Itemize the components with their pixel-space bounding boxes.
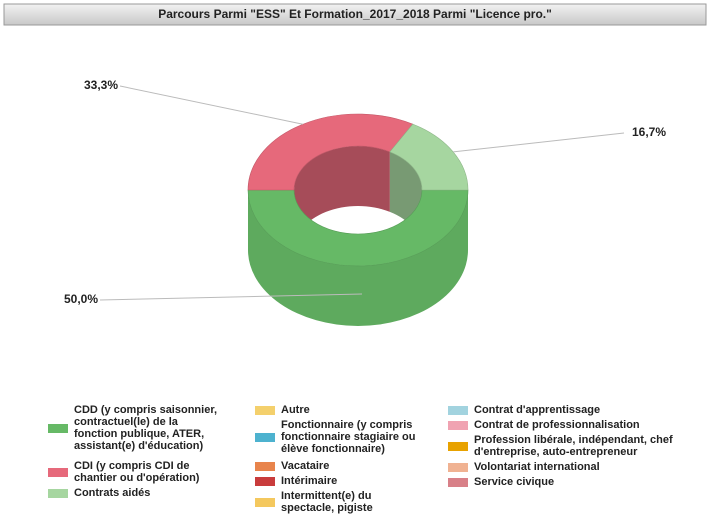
- legend-swatch: [255, 432, 275, 442]
- value-label: 16,7%: [632, 125, 666, 139]
- legend-item: CDD (y compris saisonnier, contractuel(l…: [48, 404, 218, 452]
- legend-item: Fonctionnaire (y compris fonctionnaire s…: [255, 419, 425, 455]
- leader-line: [453, 132, 625, 153]
- legend-label: Profession libérale, indépendant, chef d…: [474, 434, 673, 458]
- legend-item: CDI (y compris CDI de chantier ou d'opér…: [48, 460, 218, 484]
- legend-swatch: [448, 441, 468, 451]
- slice-outer-wall: [248, 190, 468, 326]
- legend-item: Intérimaire: [255, 475, 425, 487]
- legend-item: Contrat d'apprentissage: [448, 404, 688, 416]
- legend-label: Service civique: [474, 476, 555, 488]
- legend-item: Profession libérale, indépendant, chef d…: [448, 434, 688, 458]
- legend-label: CDD (y compris saisonnier, contractuel(l…: [74, 404, 218, 452]
- leader-line: [119, 85, 304, 125]
- legend-label: Contrat de professionnalisation: [474, 419, 640, 431]
- value-label: 50,0%: [64, 292, 98, 306]
- legend-swatch: [255, 476, 275, 486]
- legend-label: Vacataire: [281, 460, 330, 472]
- legend-item: Intermittent(e) du spectacle, pigiste: [255, 490, 425, 514]
- legend-label: Contrats aidés: [74, 487, 151, 499]
- slice: [389, 123, 469, 191]
- legend-item: Vacataire: [255, 460, 425, 472]
- chart-title: Parcours Parmi "ESS" Et Formation_2017_2…: [158, 7, 552, 21]
- title-bar: [3, 3, 707, 26]
- slice-inner-wall: [294, 146, 390, 234]
- legend-item: Contrat de professionnalisation: [448, 419, 688, 431]
- value-label: 33,3%: [84, 78, 118, 92]
- legend-label: Intermittent(e) du spectacle, pigiste: [281, 490, 373, 514]
- legend-item: Service civique: [448, 476, 688, 488]
- legend-label: Fonctionnaire (y compris fonctionnaire s…: [281, 419, 416, 455]
- legend-swatch: [48, 423, 68, 433]
- legend-swatch: [448, 462, 468, 472]
- legend-swatch: [255, 461, 275, 471]
- slice: [247, 189, 469, 267]
- legend-label: Contrat d'apprentissage: [474, 404, 601, 416]
- legend-label: CDI (y compris CDI de chantier ou d'opér…: [74, 460, 200, 484]
- legend-swatch: [448, 405, 468, 415]
- leader-line: [99, 293, 363, 301]
- legend-swatch: [255, 405, 275, 415]
- legend-swatch: [448, 420, 468, 430]
- legend-label: Volontariat international: [474, 461, 600, 473]
- legend-swatch: [448, 477, 468, 487]
- legend-label: Intérimaire: [281, 475, 338, 487]
- legend-item: Contrats aidés: [48, 487, 218, 499]
- legend-item: Autre: [255, 404, 425, 416]
- slice: [247, 113, 414, 191]
- legend-item: Volontariat international: [448, 461, 688, 473]
- legend-swatch: [48, 467, 68, 477]
- legend-swatch: [255, 497, 275, 507]
- legend-swatch: [48, 488, 68, 498]
- legend-label: Autre: [281, 404, 310, 416]
